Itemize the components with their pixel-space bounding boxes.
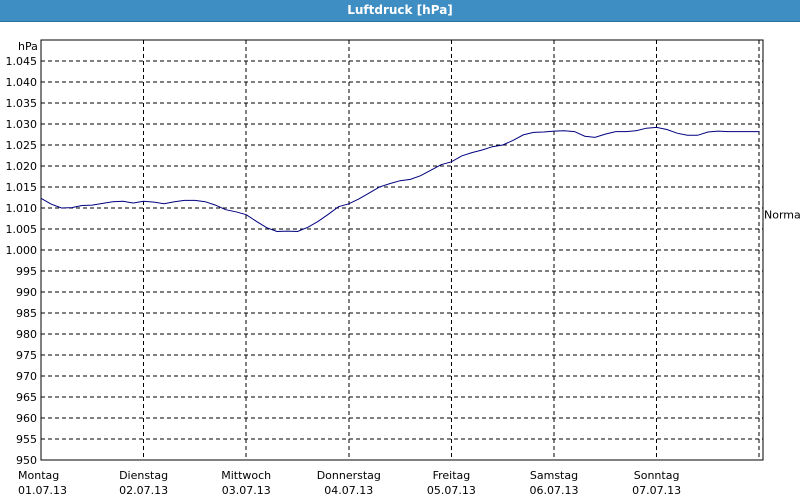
y-tick-label: 1.040 [6,76,38,89]
y-tick-label: 965 [16,391,37,404]
chart-title: Luftdruck [hPa] [347,3,453,17]
y-tick-label: 1.005 [6,223,38,236]
x-tick-date-label: 04.07.13 [324,484,373,497]
y-tick-label: 1.030 [6,118,38,131]
y-tick-label: 975 [16,349,37,362]
y-tick-label: 1.045 [6,55,38,68]
x-tick-day-label: Mittwoch [221,469,271,482]
y-tick-label: 1.025 [6,139,38,152]
y-tick-label: 1.010 [6,202,38,215]
x-tick-date-label: 03.07.13 [222,484,271,497]
x-tick-day-label: Dienstag [119,469,168,482]
y-tick-label: 1.015 [6,181,38,194]
pressure-line-chart: 950 955 960 965 970 975 980 985 990 995 1.000 1.005… [6,39,800,497]
y-axis-ticks: 950 955 960 965 970 975 980 985 990 995 1.000 1.005… [6,55,38,467]
y-tick-label: 1.000 [6,244,38,257]
y-tick-label: 960 [16,412,37,425]
y-tick-label: 995 [16,265,37,278]
x-tick-day-label: Sonntag [634,469,680,482]
y-tick-label: 1.035 [6,97,38,110]
y-tick-label: 950 [16,454,37,467]
x-tick-date-label: 05.07.13 [427,484,476,497]
series-line-pressure [40,126,760,233]
y-tick-label: 970 [16,370,37,383]
y-tick-label: 985 [16,307,37,320]
chart-title-bar: Luftdruck [hPa] [0,0,800,22]
x-tick-date-label: 02.07.13 [119,484,168,497]
y-axis-label: hPa [18,40,38,53]
x-tick-day-label: Samstag [530,469,578,482]
y-tick-label: 955 [16,433,37,446]
x-tick-day-label: Freitag [433,469,471,482]
x-axis-ticks: Montag 01.07.13 Dienstag 02.07.13 Mittwoch 03… [18,469,681,497]
y-tick-label: 990 [16,286,37,299]
x-tick-date-label: 01.07.13 [18,484,67,497]
y-tick-label: 1.020 [6,160,38,173]
x-tick-date-label: 06.07.13 [530,484,579,497]
x-tick-day-label: Montag [18,469,59,482]
x-tick-date-label: 07.07.13 [632,484,681,497]
y-tick-label: 980 [16,328,37,341]
normal-reference-label: Normal [764,208,800,221]
grid-lines [41,40,763,460]
x-tick-day-label: Donnerstag [317,469,381,482]
